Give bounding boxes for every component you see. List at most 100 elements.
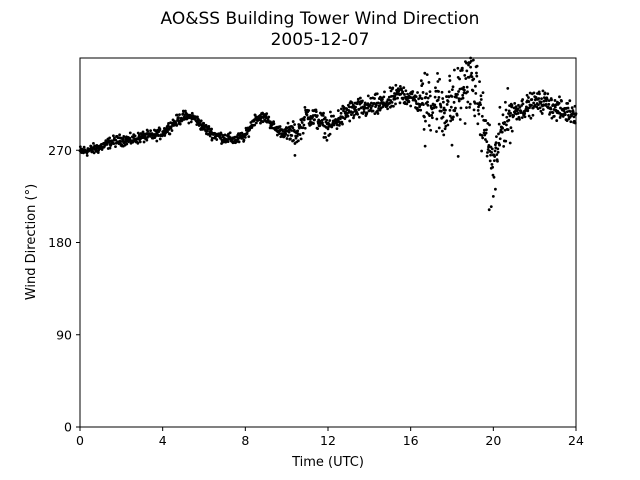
data-point <box>118 133 122 137</box>
data-point <box>357 107 361 111</box>
data-point <box>490 150 494 154</box>
data-point <box>486 151 489 154</box>
data-point <box>460 68 464 72</box>
data-point <box>112 142 116 146</box>
data-point <box>465 85 469 89</box>
data-point <box>525 93 529 97</box>
data-point <box>467 63 470 67</box>
data-point <box>539 109 543 113</box>
data-point <box>446 123 450 127</box>
data-point <box>456 155 460 158</box>
data-point <box>346 114 350 118</box>
data-point <box>339 117 342 121</box>
data-point <box>465 61 468 65</box>
data-point <box>337 124 341 127</box>
data-point <box>453 68 456 72</box>
data-point <box>168 132 172 136</box>
data-point <box>278 132 281 135</box>
data-point <box>518 117 521 121</box>
data-point <box>540 112 544 115</box>
data-point <box>466 90 469 94</box>
data-point <box>300 121 304 124</box>
data-point <box>440 90 444 94</box>
data-point <box>495 135 498 139</box>
data-point <box>259 121 262 125</box>
data-point <box>341 122 344 126</box>
data-point <box>496 147 500 151</box>
data-point <box>197 118 201 122</box>
data-point <box>490 162 494 166</box>
data-point <box>350 101 354 105</box>
data-point <box>92 151 96 155</box>
data-point <box>190 111 194 115</box>
data-point <box>366 106 370 110</box>
data-point <box>175 113 179 117</box>
data-point <box>442 133 446 137</box>
data-point <box>376 112 380 115</box>
data-point <box>414 99 418 103</box>
y-axis-label: Wind Direction (°) <box>24 184 39 300</box>
data-point <box>496 159 499 163</box>
data-point <box>220 142 223 145</box>
data-point <box>551 111 555 114</box>
data-point <box>510 129 514 133</box>
data-point <box>189 120 193 124</box>
data-point <box>178 113 181 116</box>
data-point <box>518 105 522 109</box>
data-point <box>567 114 570 117</box>
data-point <box>254 121 258 125</box>
data-point <box>458 77 461 81</box>
data-point <box>488 159 492 163</box>
data-point <box>133 134 137 138</box>
data-point <box>568 99 572 103</box>
axis-ticks: 0 4 8 12 16 20 24 0 90 180 270 <box>48 143 584 448</box>
data-point <box>272 120 275 124</box>
data-point <box>243 136 247 139</box>
data-point <box>508 114 512 118</box>
data-point <box>465 69 469 73</box>
data-point <box>491 194 495 198</box>
data-point <box>426 103 430 107</box>
data-point <box>548 111 552 114</box>
data-point <box>210 127 213 131</box>
data-point <box>509 126 513 130</box>
data-point <box>448 74 451 78</box>
data-point <box>453 109 457 113</box>
data-point <box>328 132 332 136</box>
data-point <box>503 100 507 104</box>
data-point <box>523 112 527 116</box>
data-point <box>196 115 199 119</box>
data-point <box>296 139 300 143</box>
data-point <box>303 126 307 130</box>
data-point <box>405 102 409 106</box>
y-tick-label: 180 <box>48 235 72 250</box>
data-point <box>429 128 433 132</box>
data-point <box>447 95 451 99</box>
data-point <box>501 126 505 130</box>
data-point <box>498 143 501 147</box>
data-point <box>530 98 534 101</box>
data-point <box>298 133 302 136</box>
data-point <box>475 74 479 78</box>
data-point <box>468 102 472 106</box>
data-point <box>529 116 533 120</box>
data-point <box>572 115 576 119</box>
data-point <box>351 111 355 114</box>
data-point <box>339 111 343 115</box>
data-point <box>375 92 379 96</box>
data-point <box>539 100 543 104</box>
data-point <box>385 100 389 104</box>
data-point <box>388 101 392 105</box>
data-point <box>498 105 502 109</box>
data-point <box>479 98 483 101</box>
data-point <box>422 103 425 106</box>
data-point <box>475 64 479 68</box>
data-point <box>451 115 455 119</box>
data-point <box>487 208 491 212</box>
data-point <box>270 126 274 130</box>
data-point <box>198 123 202 127</box>
data-point <box>541 89 545 93</box>
data-point <box>358 96 362 100</box>
data-point <box>443 111 446 115</box>
data-point <box>433 103 437 107</box>
